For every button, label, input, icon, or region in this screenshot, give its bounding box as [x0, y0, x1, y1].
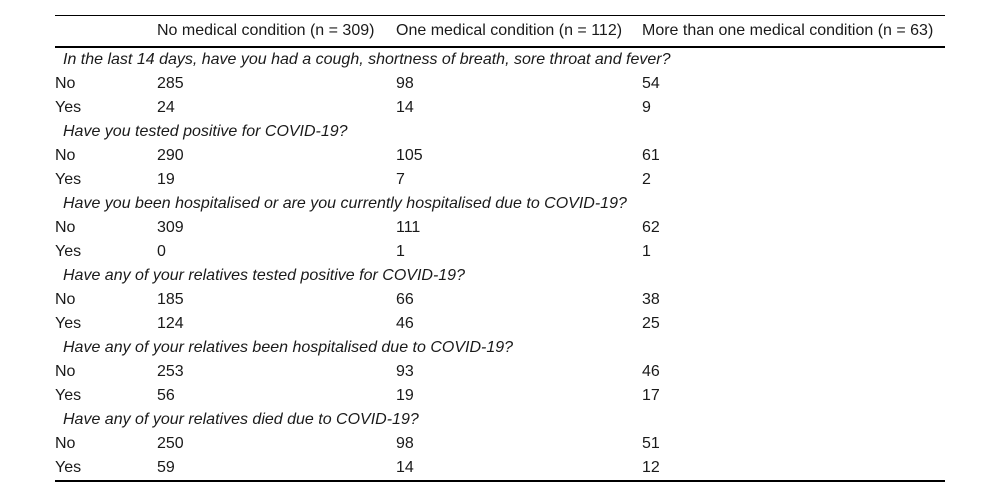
cell-value: 2 [642, 171, 651, 188]
table-row: Yes 124 46 25 [55, 312, 945, 336]
answer-label: Yes [55, 315, 82, 332]
table-row: Yes 19 7 2 [55, 168, 945, 192]
cell-value: 0 [157, 243, 166, 260]
table-row: Yes 59 14 12 [55, 456, 945, 481]
cell-value: 62 [642, 219, 660, 236]
cell-value: 98 [396, 75, 414, 92]
question-text: Have any of your relatives tested positi… [63, 267, 465, 284]
header-row: No medical condition (n = 309) One medic… [55, 15, 945, 48]
cell-value: 25 [642, 315, 660, 332]
question-row-symptoms: In the last 14 days, have you had a coug… [55, 47, 945, 72]
answer-label: No [55, 363, 76, 380]
cell-value: 250 [157, 435, 184, 452]
cell-value: 9 [642, 99, 651, 116]
cell-value: 38 [642, 291, 660, 308]
cell-value: 1 [396, 243, 405, 260]
question-text: Have any of your relatives died due to C… [63, 411, 419, 428]
table-container: No medical condition (n = 309) One medic… [55, 15, 945, 482]
answer-label: No [55, 147, 76, 164]
table-row: Yes 56 19 17 [55, 384, 945, 408]
cell-value: 12 [642, 459, 660, 476]
question-text: Have you tested positive for COVID-19? [63, 123, 348, 140]
cell-value: 309 [157, 219, 184, 236]
cell-value: 124 [157, 315, 184, 332]
cell-value: 56 [157, 387, 175, 404]
question-row-relatives-hospitalised: Have any of your relatives been hospital… [55, 336, 945, 360]
answer-label: No [55, 435, 76, 452]
table-row: No 290 105 61 [55, 144, 945, 168]
table-row: Yes 0 1 1 [55, 240, 945, 264]
table-row: No 250 98 51 [55, 432, 945, 456]
table-row: No 253 93 46 [55, 360, 945, 384]
cell-value: 46 [396, 315, 414, 332]
cell-value: 51 [642, 435, 660, 452]
cell-value: 98 [396, 435, 414, 452]
column-header-more-than-one-condition: More than one medical condition (n = 63) [642, 22, 934, 39]
cell-value: 111 [396, 219, 421, 236]
cell-value: 19 [396, 387, 414, 404]
covid-survey-table: No medical condition (n = 309) One medic… [55, 15, 945, 482]
cell-value: 1 [642, 243, 651, 260]
cell-value: 61 [642, 147, 660, 164]
question-row-tested-positive: Have you tested positive for COVID-19? [55, 120, 945, 144]
answer-label: No [55, 219, 76, 236]
question-row-relatives-died: Have any of your relatives died due to C… [55, 408, 945, 432]
stub-column-header [55, 16, 157, 48]
table-row: No 309 111 62 [55, 216, 945, 240]
cell-value: 7 [396, 171, 405, 188]
question-row-relatives-tested-positive: Have any of your relatives tested positi… [55, 264, 945, 288]
answer-label: No [55, 291, 76, 308]
cell-value: 290 [157, 147, 184, 164]
cell-value: 105 [396, 147, 423, 164]
table-row: No 285 98 54 [55, 72, 945, 96]
cell-value: 14 [396, 99, 414, 116]
cell-value: 93 [396, 363, 414, 380]
answer-label: Yes [55, 171, 82, 188]
question-text: Have you been hospitalised or are you cu… [63, 195, 627, 212]
cell-value: 46 [642, 363, 660, 380]
column-header-no-condition: No medical condition (n = 309) [157, 22, 375, 39]
answer-label: Yes [55, 387, 82, 404]
table-row: No 185 66 38 [55, 288, 945, 312]
question-text: Have any of your relatives been hospital… [63, 339, 514, 356]
table-row: Yes 24 14 9 [55, 96, 945, 120]
cell-value: 253 [157, 363, 184, 380]
question-row-hospitalised: Have you been hospitalised or are you cu… [55, 192, 945, 216]
question-text: In the last 14 days, have you had a coug… [63, 51, 671, 68]
cell-value: 185 [157, 291, 184, 308]
column-header-one-condition: One medical condition (n = 112) [396, 22, 623, 39]
cell-value: 66 [396, 291, 414, 308]
cell-value: 59 [157, 459, 175, 476]
cell-value: 285 [157, 75, 184, 92]
answer-label: Yes [55, 243, 82, 260]
cell-value: 54 [642, 75, 660, 92]
answer-label: Yes [55, 459, 82, 476]
cell-value: 19 [157, 171, 175, 188]
cell-value: 24 [157, 99, 175, 116]
cell-value: 14 [396, 459, 414, 476]
answer-label: No [55, 75, 76, 92]
cell-value: 17 [642, 387, 660, 404]
answer-label: Yes [55, 99, 82, 116]
